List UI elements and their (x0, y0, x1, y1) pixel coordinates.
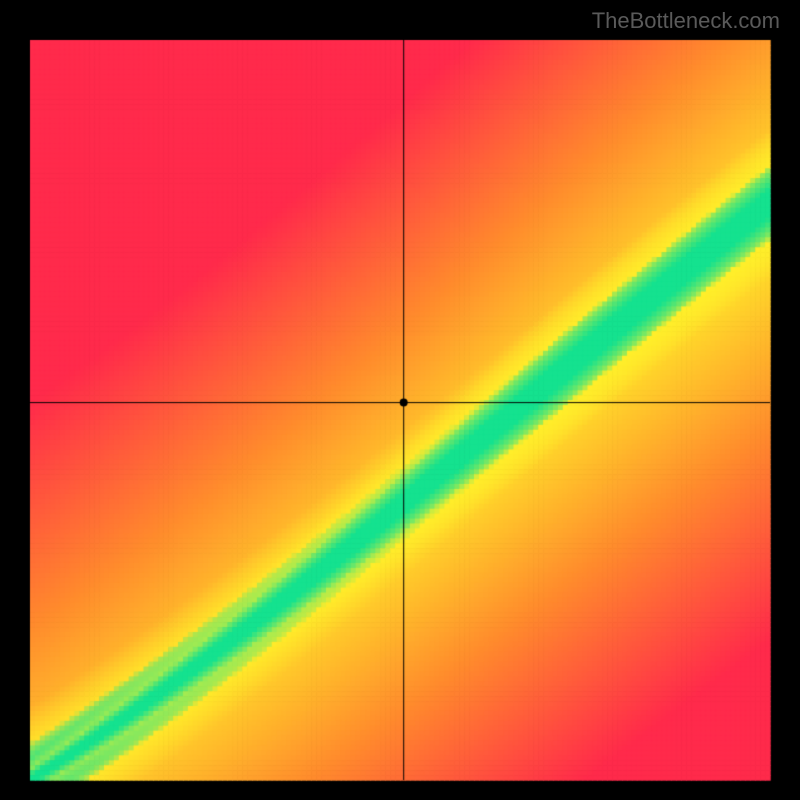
heatmap-canvas (0, 0, 800, 800)
watermark-text: TheBottleneck.com (592, 8, 780, 34)
chart-container: TheBottleneck.com (0, 0, 800, 800)
